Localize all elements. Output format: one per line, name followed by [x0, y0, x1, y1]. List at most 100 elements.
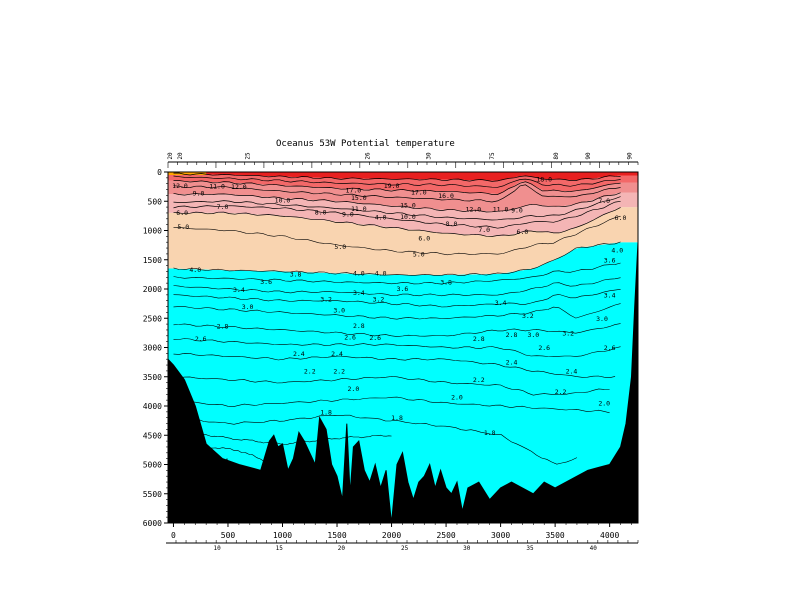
isotherm-line — [173, 277, 621, 297]
station-axis-bottom: 10 15 20 25 30 35 40 — [166, 540, 639, 552]
x-tick-label: 2000 — [382, 531, 401, 540]
contour-label: 2.2 — [473, 376, 485, 384]
station-label-top: 26 — [365, 152, 372, 160]
contour-label: 2.2 — [555, 388, 567, 396]
y-tick-label: 1500 — [143, 256, 162, 265]
station-label-top: 90 — [585, 152, 592, 160]
chart-title: Oceanus 53W Potential temperature — [276, 139, 455, 149]
y-axis: 0 500 1000 1500 2000 2500 3000 3500 4000 4500 5000… — [143, 168, 168, 528]
band-6-10 — [168, 192, 638, 237]
isotherm-line — [173, 215, 621, 256]
contour-label: 3.2 — [320, 295, 332, 303]
contour-label: 1.8 — [391, 414, 403, 422]
contour-label: 3.4 — [495, 299, 507, 307]
contour-label: 18.0 — [536, 176, 552, 184]
contour-label: 2.6 — [604, 344, 616, 352]
station-label-bottom: 40 — [590, 545, 598, 552]
y-tick-label: 5000 — [143, 461, 162, 470]
isotherm-line — [173, 207, 621, 237]
contour-label: 9.0 — [511, 207, 523, 215]
contour-label: 7.0 — [478, 226, 490, 234]
contour-label: 2.8 — [217, 322, 229, 330]
isotherm-line — [173, 180, 621, 195]
surface-mixed-layer — [168, 172, 207, 175]
station-label-bottom: 25 — [401, 545, 409, 552]
isotherm-line — [173, 200, 621, 229]
contour-label: 4.0 — [611, 246, 623, 254]
contour-label: 17.0 — [411, 188, 427, 196]
contour-label: 2.6 — [344, 333, 356, 341]
isotherm-line — [173, 303, 621, 320]
band-10-14 — [168, 180, 638, 212]
band-18-22 — [168, 172, 638, 181]
contour-label: 6.0 — [176, 209, 188, 217]
y-tick-label: 0 — [157, 168, 162, 177]
contour-label: 3.6 — [604, 256, 616, 264]
bottom-topography — [168, 172, 638, 523]
x-tick-label: 3500 — [545, 531, 564, 540]
y-tick-label: 3000 — [143, 344, 162, 353]
contour-label: 10.0 — [400, 213, 416, 221]
contour-label: 3.0 — [527, 331, 539, 339]
contour-label: 4.0 — [353, 270, 365, 278]
contour-label: 1.8 — [484, 429, 496, 437]
contour-label: 2.8 — [506, 331, 518, 339]
y-tick-label: 4000 — [143, 402, 162, 411]
station-label-top: 20 — [177, 152, 184, 160]
contour-label: 6.0 — [517, 228, 529, 236]
contour-label: 3.6 — [260, 278, 272, 286]
contour-label: 2.0 — [348, 385, 360, 393]
contour-label: 2.4 — [293, 350, 305, 358]
contour-label: 3.0 — [596, 315, 608, 323]
contour-label: 6.0 — [418, 235, 430, 243]
contour-label: 2.4 — [566, 367, 578, 375]
x-axis: 0 500 1000 1500 2000 2500 3000 3500 4000 — [171, 523, 632, 540]
isotherm-line — [173, 323, 621, 337]
plot-area: 12.0 11.0 12.09.010.06.07.08.0 9.011.017.01… — [168, 172, 638, 523]
contour-label: 9.0 — [342, 211, 354, 219]
contour-label: 8.0 — [446, 220, 458, 228]
contour-label: 3.8 — [440, 278, 452, 286]
contour-label: 16.0 — [438, 192, 454, 200]
contour-label: 12.0 — [466, 205, 482, 213]
contour-label: 11.0 — [493, 205, 509, 213]
isotherm-lines — [173, 172, 621, 465]
contour-label: 15.0 — [351, 194, 367, 202]
contour-label: 2.4 — [506, 359, 518, 367]
x-tick-label: 4000 — [600, 531, 619, 540]
station-axis-top: 20 20 25 26 30 75 80 90 90 — [167, 152, 639, 168]
contour-label: 2.0 — [598, 400, 610, 408]
contour-label: 3.2 — [562, 329, 574, 337]
contour-label: 3.8 — [290, 270, 302, 278]
y-tick-label: 3500 — [143, 373, 162, 382]
x-tick-label: 500 — [221, 531, 236, 540]
x-tick-label: 1000 — [273, 531, 292, 540]
contour-label: 2.8 — [353, 322, 365, 330]
contour-label: 2.4 — [331, 350, 343, 358]
station-label-bottom: 10 — [213, 545, 221, 552]
contour-label: 3.4 — [604, 291, 616, 299]
x-tick-label: 2500 — [436, 531, 455, 540]
station-label-bottom: 35 — [526, 545, 534, 552]
y-tick-label: 1000 — [143, 227, 162, 236]
y-tick-label: 5500 — [143, 490, 162, 499]
isotherm-line — [173, 192, 621, 213]
contour-label: 2.6 — [195, 335, 207, 343]
isotherm-line — [173, 175, 621, 188]
isotherm-line — [173, 352, 616, 379]
isotherm-line — [173, 289, 621, 308]
isotherm-line — [173, 414, 578, 465]
seafloor — [168, 172, 638, 523]
contour-label: 5.0 — [334, 243, 346, 251]
isotherm-line — [173, 376, 610, 396]
x-tick-label: 3000 — [491, 531, 510, 540]
y-tick-label: 500 — [148, 197, 163, 206]
contour-label: 3.0 — [242, 303, 254, 311]
contour-label: 10.0 — [275, 197, 291, 205]
y-tick-label: 6000 — [143, 519, 162, 528]
x-tick-label: 0 — [171, 531, 176, 540]
x-tick-label: 1500 — [327, 531, 346, 540]
contour-label: 4.0 — [189, 266, 201, 274]
contour-label: 3.4 — [233, 286, 245, 294]
